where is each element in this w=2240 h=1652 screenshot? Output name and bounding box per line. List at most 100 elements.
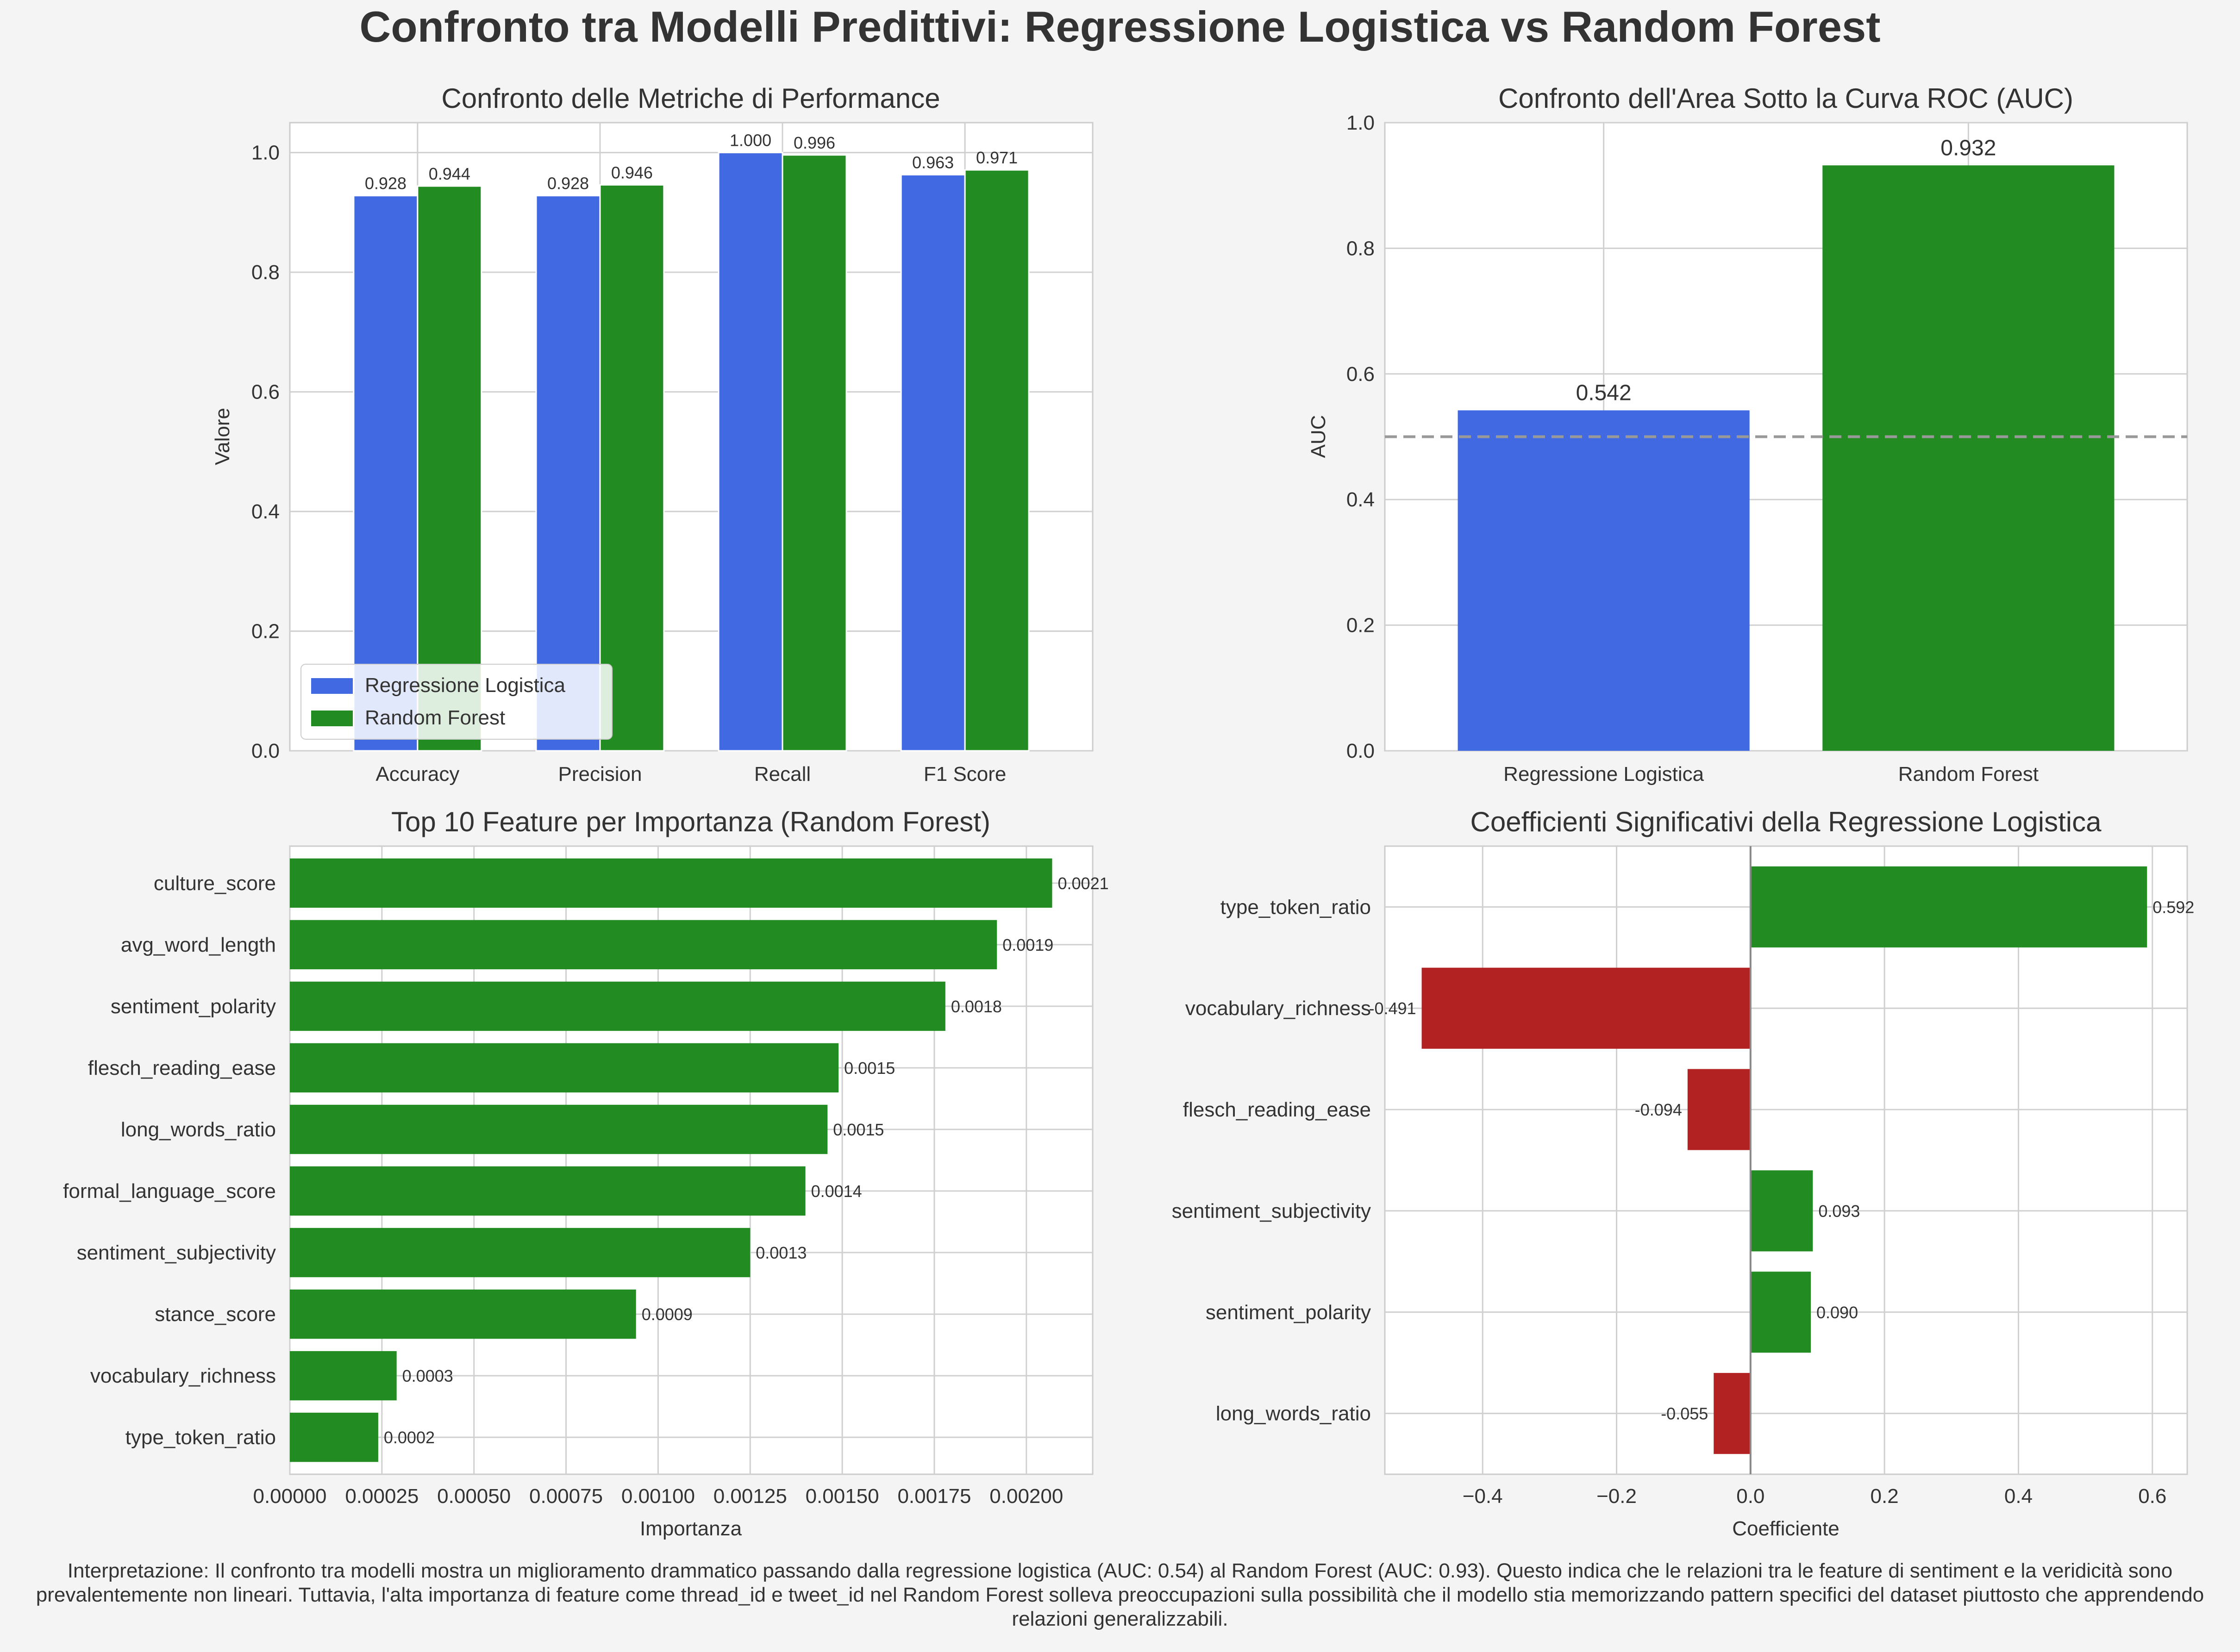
chart-auc-title: Confronto dell'Area Sotto la Curva ROC (… (1498, 83, 2073, 114)
chart-coefficients-title: Coefficienti Significativi della Regress… (1470, 806, 2102, 837)
data-label: 0.542 (1576, 381, 1632, 405)
chart-metrics-marks: 0.0 0.2 0.4 0.6 0.8 1.0 0.928 0.928 1.000 0.963 0.… (251, 123, 1093, 785)
bar-importance (290, 1351, 397, 1401)
x-tick-label: Recall (754, 763, 811, 785)
bar-forest (1822, 165, 2115, 751)
y-tick-label: flesch_reading_ease (1183, 1098, 1371, 1121)
y-tick-label: 1.0 (1346, 112, 1375, 134)
bar-importance (290, 1289, 636, 1339)
data-label: 0.928 (365, 174, 407, 193)
bar-forest (964, 169, 1030, 752)
chart-auc-ylabel: AUC (1307, 415, 1330, 458)
bar-logistic (1458, 410, 1750, 751)
data-label: 0.0015 (833, 1120, 884, 1139)
bar-importance (290, 920, 997, 970)
y-tick-label: vocabulary_richness (90, 1365, 276, 1387)
chart-importance-xlabel: Importanza (640, 1517, 742, 1540)
y-tick-label: 0.4 (1346, 488, 1375, 511)
x-tick-label: 0.00125 (713, 1485, 787, 1508)
data-label: 0.0015 (844, 1059, 895, 1078)
data-label: 0.0018 (951, 997, 1002, 1016)
legend (300, 664, 613, 740)
x-tick-label: Precision (558, 763, 642, 785)
bar-logistic (900, 174, 966, 752)
y-tick-label: sentiment_polarity (111, 995, 276, 1018)
chart-metrics-title: Confronto delle Metriche di Performance (441, 83, 940, 114)
data-label: 0.963 (912, 153, 954, 172)
x-tick-label: 0.00175 (897, 1485, 971, 1508)
bar-importance (290, 981, 945, 1031)
x-tick-label: Accuracy (375, 763, 459, 785)
y-tick-label: 0.0 (1346, 740, 1375, 762)
x-tick-label: 0.00025 (345, 1485, 419, 1508)
x-tick-label: F1 Score (924, 763, 1007, 785)
y-tick-label: type_token_ratio (125, 1426, 276, 1449)
bar-positive (1750, 866, 2147, 948)
bar-importance (290, 1166, 806, 1216)
y-tick-label: 1.0 (251, 142, 280, 164)
y-tick-label: 0.6 (1346, 363, 1375, 386)
bar-logistic (535, 195, 601, 752)
chart-auc: Confronto dell'Area Sotto la Curva ROC (… (1307, 83, 2188, 785)
x-tick-label: 0.6 (2138, 1485, 2166, 1508)
x-tick-label: 0.00075 (529, 1485, 603, 1508)
x-tick-label: Regressione Logistica (1503, 763, 1704, 785)
chart-metrics: Confronto delle Metriche di Performance … (211, 83, 1094, 785)
data-label: 0.0013 (756, 1243, 807, 1262)
bar-forest (782, 154, 847, 752)
data-label: 1.000 (730, 131, 771, 150)
chart-coefficients: Coefficienti Significativi della Regress… (1172, 806, 2195, 1540)
chart-importance-marks: 0.00000 0.00025 0.00050 0.00075 0.00100 0.001… (63, 846, 1109, 1508)
y-tick-label: stance_score (155, 1303, 276, 1326)
data-label: -0.491 (1369, 999, 1416, 1018)
y-tick-label: 0.8 (1346, 237, 1375, 260)
data-label: 0.093 (1818, 1202, 1860, 1221)
figure-title: Confronto tra Modelli Predittivi: Regres… (359, 2, 1880, 51)
x-tick-label: 0.00150 (806, 1485, 879, 1508)
data-label: 0.090 (1816, 1303, 1858, 1322)
bar-forest (599, 184, 665, 752)
data-label: 0.592 (2152, 898, 2194, 916)
chart-coefficients-plot-area (1384, 845, 2188, 1475)
x-tick-label: 0.0 (1736, 1485, 1764, 1508)
data-label: -0.094 (1635, 1100, 1682, 1119)
y-tick-label: sentiment_polarity (1206, 1301, 1371, 1324)
y-tick-label: 0.0 (251, 740, 280, 762)
legend-label: Regressione Logistica (365, 674, 565, 697)
legend-label: Random Forest (365, 706, 505, 729)
y-tick-label: long_words_ratio (121, 1118, 276, 1141)
data-label: 0.928 (547, 174, 589, 193)
bar-importance (290, 1228, 751, 1278)
chart-importance-title: Top 10 Feature per Importanza (Random Fo… (391, 806, 990, 837)
y-tick-label: 0.2 (1346, 614, 1375, 637)
y-tick-label: sentiment_subjectivity (77, 1241, 276, 1264)
bar-importance (290, 858, 1052, 908)
data-label: 0.0009 (642, 1305, 693, 1324)
chart-auc-marks: 0.0 0.2 0.4 0.6 0.8 1.0 0.542 Regressione Logis… (1346, 112, 2187, 785)
bar-forest (417, 185, 482, 752)
data-label: 0.996 (794, 133, 835, 152)
y-tick-label: avg_word_length (121, 934, 276, 956)
x-tick-label: 0.2 (1871, 1485, 1899, 1508)
bar-importance (290, 1043, 839, 1093)
bar-negative (1687, 1069, 1751, 1150)
chart-coefficients-marks: −0.4 −0.2 0.0 0.2 0.4 0.6 type_token_ratiovoca… (1172, 846, 2194, 1508)
x-tick-label: 0.00200 (989, 1485, 1063, 1508)
y-tick-label: type_token_ratio (1220, 896, 1371, 918)
bar-positive (1750, 1272, 1811, 1353)
data-label: 0.971 (976, 148, 1018, 167)
bar-logistic (718, 152, 783, 752)
bar-importance (290, 1412, 378, 1462)
legend-swatch-forest (311, 711, 353, 726)
y-tick-label: 0.8 (251, 261, 280, 284)
data-label: 0.0019 (1002, 935, 1053, 954)
y-tick-label: 0.4 (251, 500, 280, 523)
data-label: 0.0021 (1058, 874, 1109, 893)
y-tick-label: sentiment_subjectivity (1172, 1200, 1371, 1222)
y-tick-label: culture_score (154, 872, 276, 895)
interpretation-caption: Interpretazione: Il confronto tra modell… (36, 1559, 2204, 1630)
legend-swatch-logistic (311, 678, 353, 694)
x-tick-label: 0.00050 (437, 1485, 511, 1508)
x-tick-label: −0.2 (1596, 1485, 1637, 1508)
